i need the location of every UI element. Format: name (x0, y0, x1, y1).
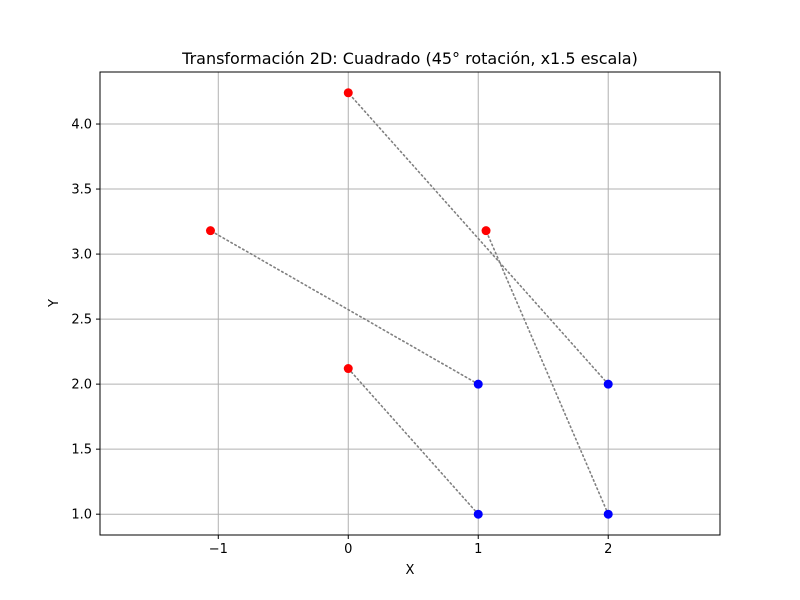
y-tick-label: 2.5 (71, 313, 92, 328)
y-tick-label: 2.0 (71, 378, 92, 393)
transformed-point (481, 226, 491, 236)
connector-line (347, 92, 610, 385)
transformed-point (205, 226, 215, 236)
original-point (473, 509, 483, 519)
plot-frame (99, 71, 721, 536)
y-axis-label: Y (47, 299, 62, 308)
original-point (603, 379, 613, 389)
data-points (205, 88, 613, 519)
x-tick-label: 2 (604, 542, 612, 557)
transformed-point (343, 88, 353, 98)
grid (100, 72, 720, 535)
y-tick-label: 4.0 (71, 118, 92, 133)
axis-ticks: −1 0 1 2 1.0 1.5 2.0 2.5 3.0 3.5 4.0 (71, 118, 612, 557)
connector-line (347, 367, 480, 515)
connector-line (485, 229, 610, 515)
y-tick-label: 1.5 (71, 443, 92, 458)
y-tick-label: 1.0 (71, 508, 92, 523)
chart-title: Transformación 2D: Cuadrado (45° rotació… (181, 49, 638, 68)
original-point (603, 509, 613, 519)
y-tick-label: 3.0 (71, 248, 92, 263)
x-axis-label: X (406, 563, 415, 578)
connector-lines (209, 92, 610, 515)
transformed-point (343, 364, 353, 374)
connector-line (209, 229, 480, 385)
x-tick-label: 1 (474, 542, 482, 557)
x-tick-label: 0 (344, 542, 352, 557)
y-tick-label: 3.5 (71, 183, 92, 198)
original-point (473, 379, 483, 389)
x-tick-label: −1 (209, 542, 228, 557)
